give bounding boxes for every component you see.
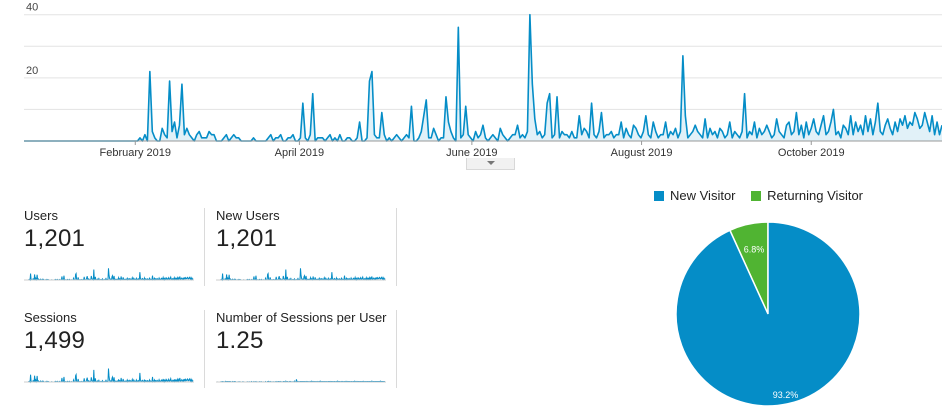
swatch-icon — [751, 190, 762, 201]
x-tick-label: April 2019 — [275, 147, 325, 159]
sessions-per-user-sparkline — [216, 379, 386, 383]
metric-label: Number of Sessions per User — [216, 310, 387, 325]
swatch-icon — [654, 190, 664, 201]
metric-sessions[interactable]: Sessions 1,499 — [24, 310, 199, 384]
legend-item-new-visitor[interactable]: New Visitor — [654, 188, 736, 203]
pie-slice-new-visitor[interactable] — [675, 221, 861, 407]
metric-users[interactable]: Users 1,201 — [24, 208, 199, 282]
legend-item-returning-visitor[interactable]: Returning Visitor — [751, 188, 863, 203]
collapse-chart-handle[interactable] — [466, 158, 515, 170]
pie-slice-label: 93.2% — [773, 390, 799, 400]
y-tick-label: 20 — [26, 65, 38, 77]
x-axis-ticks: February 2019 April 2019 June 2019 August 2… — [99, 141, 845, 159]
x-tick-label: August 2019 — [611, 147, 673, 159]
metric-divider — [396, 310, 397, 388]
metric-value: 1,201 — [24, 225, 86, 252]
metric-sessions-per-user[interactable]: Number of Sessions per User 1.25 — [216, 310, 391, 383]
pie-legend: New Visitor Returning Visitor — [654, 188, 875, 204]
metric-label: New Users — [216, 208, 280, 223]
chevron-down-icon — [487, 161, 495, 165]
sessions-sparkline — [24, 368, 194, 384]
x-tick-label: February 2019 — [99, 147, 171, 159]
y-tick-label: 40 — [26, 2, 38, 14]
x-tick-label: October 2019 — [778, 147, 845, 159]
legend-label: Returning Visitor — [767, 188, 864, 203]
metric-label: Users — [24, 208, 58, 223]
metric-label: Sessions — [24, 310, 77, 325]
metric-value: 1.25 — [216, 327, 264, 354]
metric-value: 1,499 — [24, 327, 86, 354]
pie-slice-label: 6.8% — [744, 244, 765, 254]
legend-label: New Visitor — [670, 188, 736, 203]
new-users-sparkline — [216, 268, 386, 282]
users-sparkline — [24, 268, 194, 282]
users-line[interactable] — [24, 13, 942, 142]
metric-divider — [204, 208, 205, 286]
metric-new-users[interactable]: New Users 1,201 — [216, 208, 391, 282]
x-tick-label: June 2019 — [446, 147, 497, 159]
metric-divider — [204, 310, 205, 388]
metric-divider — [396, 208, 397, 286]
users-area — [24, 14, 942, 142]
visitor-type-pie: 6.8% 93.2% — [675, 221, 861, 407]
grid-lines — [24, 14, 942, 110]
metric-value: 1,201 — [216, 225, 278, 252]
